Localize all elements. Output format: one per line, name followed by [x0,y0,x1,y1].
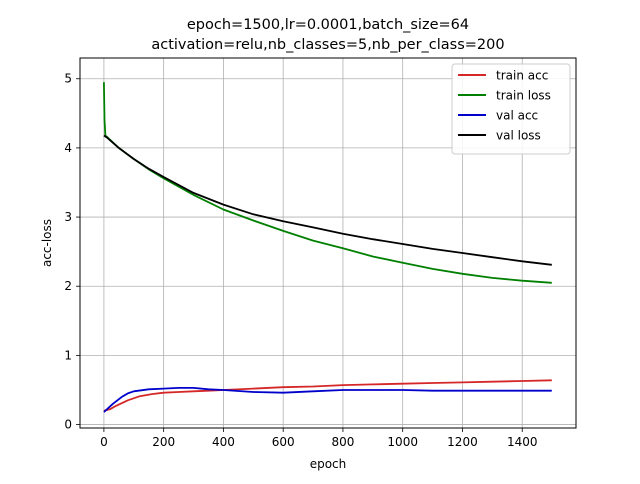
axis-ticks: 0 200 400 600 800 1000 1200 1400 0 1 2 3 4 5 [64,72,537,449]
series-line-val-acc [103,386,552,413]
series-line-val-loss [103,134,552,266]
legend: train acc train loss val acc val loss [451,63,571,155]
x-tick-label-6: 1200 [447,435,478,449]
y-tick-label-3: 3 [64,210,72,224]
legend-box [451,63,571,155]
x-tick-label-3: 600 [272,435,295,449]
x-tick-label-0: 0 [100,435,108,449]
legend-label-train-acc: train acc [496,69,548,83]
chart-title-line2: activation=relu,nb_classes=5,nb_per_clas… [151,37,504,53]
y-axis-label: acc-loss [40,219,54,267]
y-tick-label-2: 2 [64,279,72,293]
series-line-train-acc [103,379,552,412]
x-tick-label-5: 1000 [387,435,418,449]
legend-label-val-acc: val acc [496,109,538,123]
series-lines [103,82,552,413]
legend-label-val-loss: val loss [496,129,541,143]
y-tick-label-4: 4 [64,141,72,155]
y-tick-label-0: 0 [64,418,72,432]
x-tick-label-4: 800 [331,435,354,449]
y-tick-label-5: 5 [64,72,72,86]
x-tick-label-7: 1400 [507,435,538,449]
legend-label-train-loss: train loss [496,89,551,103]
x-axis-label: epoch [310,457,347,471]
plot-frame [79,57,577,429]
x-tick-label-1: 200 [152,435,175,449]
chart-title-line1: epoch=1500,lr=0.0001,batch_size=64 [187,17,469,33]
y-tick-label-1: 1 [64,348,72,362]
x-tick-label-2: 400 [212,435,235,449]
